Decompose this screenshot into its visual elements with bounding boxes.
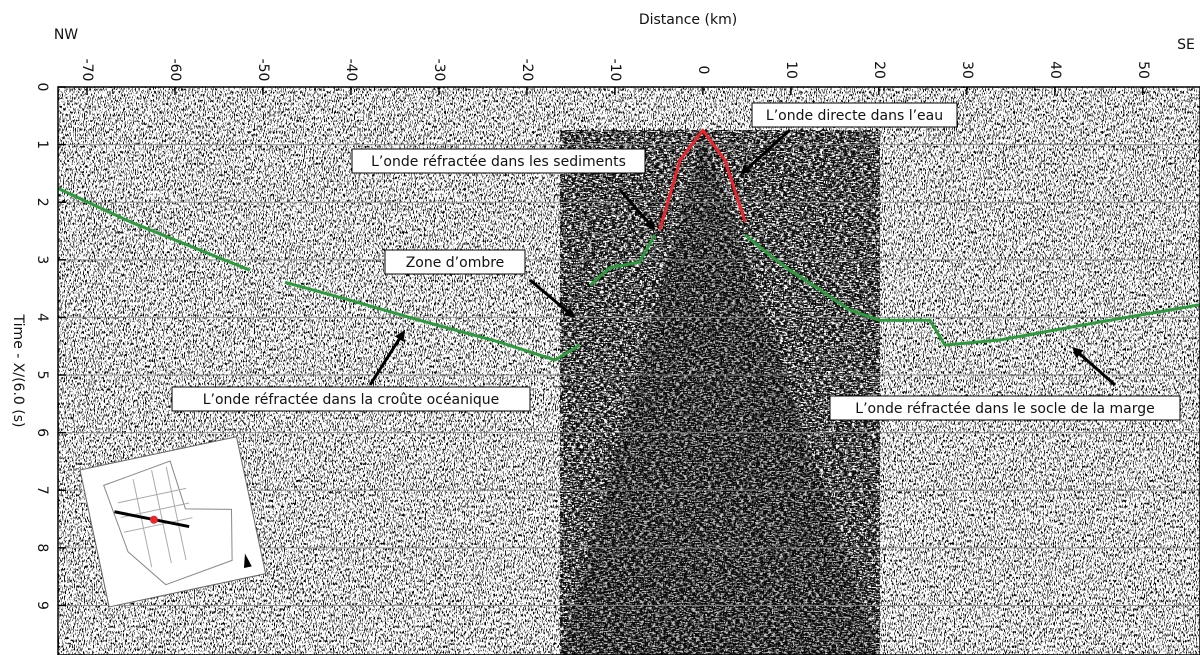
- picks: [57, 128, 1200, 362]
- annotation-arrow: [529, 278, 569, 313]
- se-label: SE: [1177, 37, 1195, 53]
- x-tick-label: -40: [343, 59, 359, 82]
- annotation-text: Zone d’ombre: [406, 255, 505, 271]
- x-tick-label: -10: [607, 59, 623, 82]
- annotation-box: [751, 102, 958, 128]
- y-tick-label: 7: [34, 486, 50, 495]
- y-tick-label: 4: [34, 313, 50, 322]
- annotation-arrow: [1078, 352, 1116, 387]
- location-map: [79, 436, 267, 608]
- pick-line: [658, 128, 747, 231]
- annotation-box: [171, 386, 531, 412]
- plot-frame: [57, 86, 1200, 655]
- annotation-box: [351, 148, 646, 174]
- annotations: L’onde directe dans l’eau L’onde réfracté…: [171, 102, 1181, 421]
- annotation-text: L’onde réfractée dans la croûte océaniqu…: [203, 392, 500, 408]
- y-tick-label: 9: [34, 601, 50, 610]
- annotation-text: L’onde réfractée dans les sediments: [371, 154, 626, 170]
- x-tick-label: -30: [431, 59, 447, 82]
- annotation-arrowhead: [563, 307, 575, 318]
- x-tick-label: 20: [871, 61, 887, 79]
- map-profiles: [117, 466, 193, 568]
- y-tick-label: 0: [34, 83, 50, 92]
- annotation-box: [384, 249, 526, 275]
- annotation-arrow: [368, 337, 401, 386]
- annotation-box: [829, 395, 1181, 421]
- north-arrow: [243, 553, 252, 569]
- annotation-arrowhead: [394, 330, 405, 342]
- x-tick-label: 40: [1047, 61, 1063, 79]
- nw-label: NW: [54, 27, 78, 43]
- x-tick-label: -20: [519, 59, 535, 82]
- y-tick-label: 5: [34, 371, 50, 380]
- x-tick-label: 0: [695, 66, 711, 75]
- annotation-arrowhead: [643, 218, 655, 230]
- x-tick-label: 30: [959, 61, 975, 79]
- annotation-arrow: [618, 189, 650, 224]
- annotation-arrow: [746, 128, 792, 170]
- annotation-text: L’onde directe dans l’eau: [766, 108, 943, 124]
- x-tick-label: -60: [167, 59, 183, 82]
- seismic-wedge: [560, 130, 880, 655]
- x-tick-label: 50: [1135, 61, 1151, 79]
- y-tick-label: 8: [34, 543, 50, 552]
- x-tick-label: 10: [783, 61, 799, 79]
- grid: [58, 86, 1200, 606]
- pick-line: [57, 187, 1200, 362]
- y-tick-label: 2: [34, 198, 50, 207]
- seismic-wedge-shade: [560, 130, 880, 655]
- x-tick-label: -70: [79, 59, 95, 82]
- y-tick-label: 6: [34, 428, 50, 437]
- annotation-arrowhead: [1072, 347, 1084, 359]
- map-obs: [149, 515, 158, 524]
- map-coast: [103, 460, 233, 586]
- annotation-arrowhead: [740, 163, 752, 175]
- y-axis-title: Time - X/(6.0 (s): [10, 314, 26, 428]
- annotation-text: L’onde réfractée dans le socle de la mar…: [855, 401, 1154, 417]
- x-axis-title: Distance (km): [639, 12, 737, 28]
- y-tick-label: 1: [34, 140, 50, 149]
- y-tick-label: 3: [34, 255, 50, 264]
- x-tick-label: -50: [255, 59, 271, 82]
